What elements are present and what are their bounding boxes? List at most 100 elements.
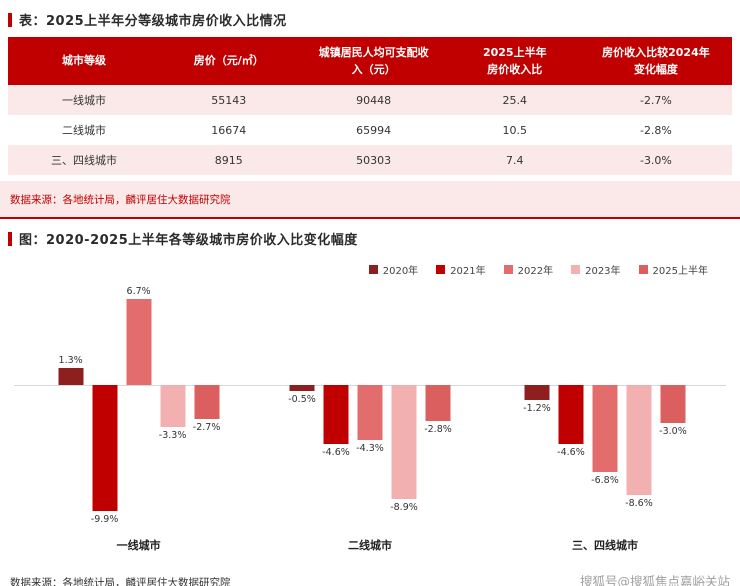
chart-bar <box>626 384 652 495</box>
footer: 数据来源：各地统计局，麟评居住大数据研究院 搜狐号@搜狐焦点嘉峪关站 <box>0 553 740 586</box>
table-cell: 55143 <box>211 93 247 107</box>
table-cell: 7.4 <box>506 153 524 167</box>
bar-slot: -3.3% <box>158 289 187 519</box>
chart-bar <box>660 384 686 424</box>
chart-bar <box>289 384 315 392</box>
chart-category-labels: 一线城市 二线城市 三、四线城市 <box>14 537 726 553</box>
table-cell: 90448 <box>356 93 392 107</box>
table-cell: 65994 <box>356 123 392 137</box>
table-header-cell: 城市等级 <box>62 54 107 68</box>
category-label: 一线城市 <box>116 539 161 552</box>
table-row: 一线城市 55143 90448 25.4 -2.7% <box>8 85 732 115</box>
bar-slot: -4.3% <box>356 289 384 519</box>
bar-slot: -2.8% <box>424 289 452 519</box>
chart-bar <box>160 384 186 427</box>
bar-value-label: -1.2% <box>523 403 551 415</box>
legend-label: 2020年 <box>382 266 419 277</box>
bar-slot: -2.7% <box>192 289 221 519</box>
chart-bar <box>357 384 383 440</box>
table-body: 一线城市 55143 90448 25.4 -2.7% 二线城市 16674 65994 10.… <box>8 85 732 175</box>
legend-swatch <box>368 265 378 274</box>
watermark: 搜狐号@搜狐焦点嘉峪关站 <box>579 574 730 586</box>
table-section-title: 表：2025上半年分等级城市房价收入比情况 <box>0 0 740 35</box>
table-row: 二线城市 16674 65994 10.5 -2.8% <box>8 115 732 145</box>
table-row: 三、四线城市 8915 50303 7.4 -3.0% <box>8 145 732 175</box>
table-cell: -2.8% <box>639 123 672 137</box>
bar-value-label: -2.7% <box>192 422 221 434</box>
bar-value-label: -8.6% <box>625 497 653 509</box>
chart-bar <box>425 384 451 421</box>
legend-swatch <box>638 265 648 274</box>
title-accent-bar <box>8 231 12 246</box>
legend-swatch <box>436 265 446 274</box>
chart-bar <box>558 384 584 444</box>
table-cell: 一线城市 <box>62 94 107 107</box>
chart-bar <box>592 384 618 472</box>
bar-value-label: -2.8% <box>424 423 452 435</box>
table-cell: 25.4 <box>502 93 528 107</box>
bar-value-label: -4.3% <box>356 442 384 454</box>
table-source-band: 数据来源：各地统计局，麟评居住大数据研究院 <box>0 181 740 217</box>
bar-value-label: 6.7% <box>126 286 151 298</box>
bar-slot: -4.6% <box>557 289 585 519</box>
legend-item: 2023年 <box>571 262 621 277</box>
bar-group: 1.3% -9.9% 6.7% -3.3% -2.7% <box>58 286 221 525</box>
chart-section-title: 图：2020-2025上半年各等级城市房价收入比变化幅度 <box>0 219 740 254</box>
bar-slot: -6.8% <box>591 289 619 519</box>
bar-value-label: -6.8% <box>591 474 619 486</box>
chart-bar <box>194 384 220 420</box>
section-divider <box>0 217 740 219</box>
bar-value-label: -9.9% <box>90 514 119 526</box>
bar-value-label: -4.6% <box>557 446 585 458</box>
bar-slot: -8.9% <box>390 289 418 519</box>
table-cell: 三、四线城市 <box>51 154 118 167</box>
bar-value-label: -8.9% <box>390 501 418 513</box>
table-header-row: 城市等级 房价（元/㎡） 城镇居民人均可支配收 入（元） 2025上半年 房价收入比 房… <box>8 37 732 85</box>
bar-value-label: -0.5% <box>288 394 316 406</box>
legend-swatch <box>571 265 581 274</box>
table-cell: 二线城市 <box>62 124 107 137</box>
table-cell: 10.5 <box>502 123 528 137</box>
table-header-cell: 2025上半年 房价收入比 <box>482 45 547 76</box>
bar-group: -1.2% -4.6% -6.8% -8.6% -3.0% <box>523 289 687 519</box>
legend-item: 2022年 <box>503 262 554 277</box>
legend-item: 2025上半年 <box>638 262 708 277</box>
chart-bar <box>391 384 417 499</box>
legend-label: 2022年 <box>517 266 554 277</box>
bar-slot: -4.6% <box>322 289 350 519</box>
chart-bar <box>92 384 118 512</box>
bar-slot: -9.9% <box>91 289 118 525</box>
table-header-cell: 房价（元/㎡） <box>193 54 264 68</box>
legend-item: 2020年 <box>368 262 419 277</box>
bar-value-label: -4.6% <box>322 446 350 458</box>
category-label: 三、四线城市 <box>571 539 638 552</box>
category-label: 二线城市 <box>348 539 392 552</box>
legend-label: 2021年 <box>450 266 486 277</box>
table-header-cell: 房价收入比较2024年 变化幅度 <box>602 45 710 76</box>
chart-legend: 2020年 2021年 2022年 2023年 2025上半年 <box>14 254 726 289</box>
chart-source-text: 数据来源：各地统计局，麟评居住大数据研究院 <box>10 577 231 586</box>
chart-bar <box>323 384 349 444</box>
title-accent-bar <box>8 12 12 27</box>
table-source-text: 数据来源：各地统计局，麟评居住大数据研究院 <box>10 193 231 206</box>
price-income-table: 城市等级 房价（元/㎡） 城镇居民人均可支配收 入（元） 2025上半年 房价收入比 房… <box>8 37 732 175</box>
bar-value-label: -3.3% <box>158 430 187 441</box>
legend-swatch <box>503 265 513 274</box>
bar-group: -0.5% -4.6% -4.3% -8.9% -2.8% <box>288 289 452 519</box>
bar-value-label: 1.3% <box>58 355 83 367</box>
bar-slot: 6.7% <box>126 286 152 519</box>
chart: 2020年 2021年 2022年 2023年 2025上半年 1.3% -9.9% 6.7… <box>14 254 726 553</box>
table-cell: -2.7% <box>639 93 672 107</box>
table-header-cell: 城镇居民人均可支配收 入（元） <box>318 45 429 76</box>
chart-title-text: 图：2020-2025上半年各等级城市房价收入比变化幅度 <box>19 233 358 248</box>
bar-slot: -3.0% <box>659 289 687 519</box>
bar-slot: 1.3% <box>58 289 84 519</box>
legend-item: 2021年 <box>436 262 486 277</box>
table-title-text: 表：2025上半年分等级城市房价收入比情况 <box>19 14 287 29</box>
chart-plot: 1.3% -9.9% 6.7% -3.3% -2.7% -0.5% -4.6% -4.3% -8… <box>14 286 726 525</box>
table-cell: 8915 <box>214 153 243 167</box>
legend-label: 2023年 <box>585 266 621 277</box>
table-cell: 50303 <box>356 153 392 167</box>
legend-label: 2025上半年 <box>652 266 708 277</box>
chart-bar <box>126 299 152 385</box>
